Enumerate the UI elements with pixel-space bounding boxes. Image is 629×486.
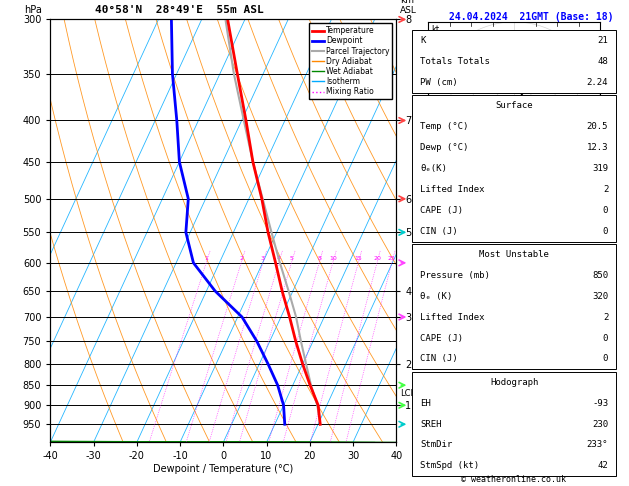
Text: Lifted Index: Lifted Index (420, 312, 485, 322)
Text: 8: 8 (317, 256, 321, 261)
Text: 20: 20 (373, 256, 381, 261)
Text: PW (cm): PW (cm) (420, 78, 458, 87)
Text: LCL: LCL (400, 389, 415, 398)
Text: 0: 0 (603, 226, 608, 236)
Text: kt: kt (431, 25, 440, 35)
Text: θₑ(K): θₑ(K) (420, 164, 447, 173)
Text: 20.5: 20.5 (587, 122, 608, 131)
Text: 12.3: 12.3 (587, 143, 608, 152)
Text: SREH: SREH (420, 419, 442, 429)
X-axis label: Dewpoint / Temperature (°C): Dewpoint / Temperature (°C) (153, 464, 293, 474)
Text: Surface: Surface (496, 101, 533, 110)
Text: Pressure (mb): Pressure (mb) (420, 271, 490, 280)
Text: Lifted Index: Lifted Index (420, 185, 485, 194)
Text: 4: 4 (277, 256, 281, 261)
Text: © weatheronline.co.uk: © weatheronline.co.uk (462, 474, 566, 484)
FancyBboxPatch shape (412, 372, 616, 476)
Text: 319: 319 (592, 164, 608, 173)
Y-axis label: Mixing Ratio (g/kg): Mixing Ratio (g/kg) (446, 188, 455, 274)
Text: 25: 25 (388, 256, 396, 261)
Text: 5: 5 (289, 256, 293, 261)
Text: -93: -93 (592, 399, 608, 408)
Legend: Temperature, Dewpoint, Parcel Trajectory, Dry Adiabat, Wet Adiabat, Isotherm, Mi: Temperature, Dewpoint, Parcel Trajectory… (309, 23, 392, 99)
Text: CIN (J): CIN (J) (420, 226, 458, 236)
Text: 48: 48 (598, 57, 608, 66)
Text: 2: 2 (603, 185, 608, 194)
Text: 21: 21 (598, 36, 608, 45)
Text: Totals Totals: Totals Totals (420, 57, 490, 66)
Text: 10: 10 (329, 256, 337, 261)
Text: CAPE (J): CAPE (J) (420, 333, 463, 343)
Text: 15: 15 (354, 256, 362, 261)
Text: Dewp (°C): Dewp (°C) (420, 143, 469, 152)
Text: 3: 3 (261, 256, 265, 261)
Text: hPa: hPa (25, 5, 42, 15)
Text: StmDir: StmDir (420, 440, 452, 450)
Text: 233°: 233° (587, 440, 608, 450)
Text: 230: 230 (592, 419, 608, 429)
Text: 24.04.2024  21GMT (Base: 18): 24.04.2024 21GMT (Base: 18) (449, 12, 614, 22)
Text: 0: 0 (603, 333, 608, 343)
Text: 850: 850 (592, 271, 608, 280)
Text: km
ASL: km ASL (400, 0, 416, 15)
Text: Temp (°C): Temp (°C) (420, 122, 469, 131)
Text: 2: 2 (603, 312, 608, 322)
Text: 320: 320 (592, 292, 608, 301)
Text: 42: 42 (598, 461, 608, 470)
Text: 2: 2 (239, 256, 243, 261)
Text: 1: 1 (204, 256, 208, 261)
FancyBboxPatch shape (412, 30, 616, 93)
FancyBboxPatch shape (412, 244, 616, 369)
Text: CAPE (J): CAPE (J) (420, 206, 463, 215)
Text: Most Unstable: Most Unstable (479, 250, 549, 259)
Text: Hodograph: Hodograph (490, 378, 538, 387)
Text: CIN (J): CIN (J) (420, 354, 458, 364)
Text: 0: 0 (603, 206, 608, 215)
Text: EH: EH (420, 399, 431, 408)
Text: 0: 0 (603, 354, 608, 364)
Text: 2.24: 2.24 (587, 78, 608, 87)
Text: θₑ (K): θₑ (K) (420, 292, 452, 301)
Text: K: K (420, 36, 426, 45)
Text: 40°58'N  28°49'E  55m ASL: 40°58'N 28°49'E 55m ASL (96, 5, 264, 15)
Text: StmSpd (kt): StmSpd (kt) (420, 461, 479, 470)
FancyBboxPatch shape (412, 95, 616, 242)
